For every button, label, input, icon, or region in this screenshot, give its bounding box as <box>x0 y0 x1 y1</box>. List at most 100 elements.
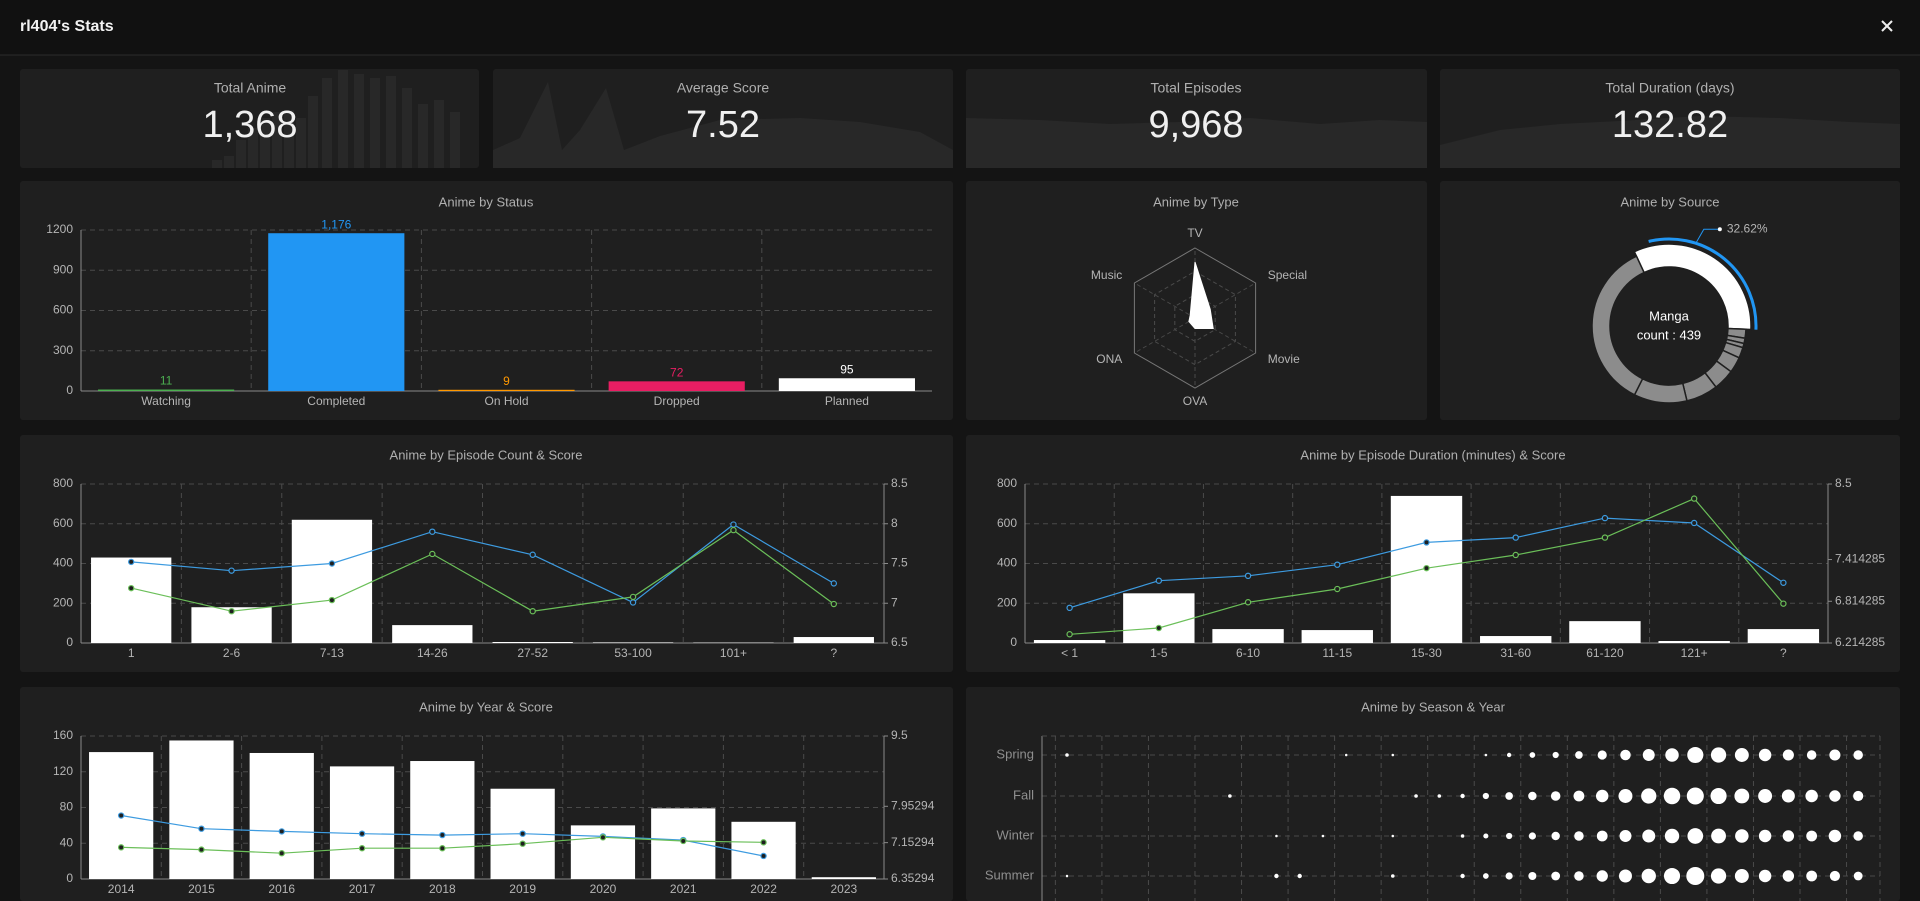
donut-segment <box>1591 255 1646 396</box>
y2-tick-label: 9.5 <box>891 728 908 742</box>
line-point <box>1780 600 1787 607</box>
bar <box>1301 630 1373 643</box>
bubble <box>1734 788 1750 804</box>
bubble <box>1806 870 1818 882</box>
line-point <box>599 834 607 841</box>
bubble <box>1484 753 1488 757</box>
line-point <box>760 852 767 860</box>
bubble <box>1642 749 1655 761</box>
bubble <box>1619 830 1632 842</box>
bubble <box>1344 753 1348 757</box>
line-point <box>830 600 838 608</box>
bubble <box>1782 830 1795 842</box>
close-button[interactable] <box>1876 16 1898 38</box>
x-tick-label: Planned <box>825 394 869 408</box>
bubble <box>1505 792 1513 800</box>
y2-tick-label: 6.5 <box>891 635 908 649</box>
y-tick-label: 0 <box>66 635 73 649</box>
radar-spoke <box>1134 317 1196 354</box>
line-point <box>198 825 205 832</box>
x-tick-label: 101+ <box>720 646 747 660</box>
line-point <box>680 837 687 845</box>
bar <box>291 519 373 643</box>
bubble <box>1758 748 1772 762</box>
bubble <box>1574 831 1584 841</box>
line-point <box>358 830 366 837</box>
bar <box>1747 629 1820 643</box>
line-point <box>1066 604 1073 612</box>
x-tick-label: 14-26 <box>417 646 448 660</box>
bar <box>392 625 473 643</box>
line-point <box>1601 514 1609 522</box>
bubble <box>1665 748 1679 762</box>
bubble <box>1710 747 1727 763</box>
x-tick-label: 7-13 <box>320 646 344 660</box>
close-icon[interactable] <box>1881 20 1893 32</box>
bubble <box>1505 872 1513 880</box>
x-tick-label: 2014 <box>108 882 135 896</box>
bubble <box>1551 831 1560 841</box>
bubble <box>1460 873 1465 879</box>
bar <box>592 642 674 643</box>
bar <box>438 389 575 391</box>
line-point <box>529 551 536 558</box>
line-point <box>228 608 235 615</box>
bubble <box>1391 834 1395 838</box>
x-tick-label: Watching <box>141 394 191 408</box>
leader-dot <box>1717 227 1722 232</box>
chart-title: Anime by Season & Year <box>1361 699 1505 714</box>
bubble <box>1782 749 1794 761</box>
x-tick-label: 1 <box>128 646 135 660</box>
y2-tick-label: 8.5 <box>891 476 908 490</box>
donut-center-label: Manga <box>1649 308 1690 323</box>
y-tick-label: 200 <box>997 595 1017 609</box>
y-tick-label: 600 <box>53 303 73 317</box>
bubble <box>1641 788 1657 804</box>
y-tick-label: 600 <box>53 516 73 530</box>
bubble <box>1853 790 1864 802</box>
bar <box>492 642 573 643</box>
bubble <box>1687 828 1704 844</box>
bubble <box>1618 869 1632 883</box>
y2-tick-label: 6.35294 <box>891 871 935 885</box>
line-point <box>429 528 436 535</box>
line-point <box>198 846 205 853</box>
bar <box>1658 641 1730 643</box>
stat-sparkline <box>493 82 953 168</box>
stat-value: 9,968 <box>1148 104 1243 146</box>
bubble <box>1829 870 1841 882</box>
x-tick-label: 27-52 <box>517 646 548 660</box>
bubble <box>1597 750 1607 760</box>
bubble <box>1506 832 1513 840</box>
bubble <box>1065 753 1069 757</box>
line-point <box>127 558 135 566</box>
y-tick-label: Spring <box>996 746 1034 761</box>
y-tick-label: 400 <box>997 556 1017 570</box>
bubble <box>1573 790 1585 802</box>
line-point <box>117 812 125 819</box>
y-tick-label: 0 <box>1010 635 1017 649</box>
bubble <box>1506 752 1512 758</box>
y2-tick-label: 7.414285 <box>1835 552 1885 566</box>
bar <box>793 637 874 643</box>
bar <box>608 381 745 391</box>
chart-title: Anime by Status <box>439 194 534 209</box>
bubble <box>1758 869 1772 883</box>
bubble <box>1460 793 1465 799</box>
bubble <box>1414 794 1418 798</box>
line-point <box>429 550 436 558</box>
chart-card <box>20 181 953 420</box>
line-point <box>519 830 526 837</box>
chart-title: Anime by Episode Count & Score <box>390 447 583 462</box>
line-point <box>1423 564 1430 572</box>
line-point <box>1155 624 1163 632</box>
stat-sparkline <box>966 118 1427 168</box>
donut-center-label: count : 439 <box>1637 327 1701 342</box>
bubble <box>1686 867 1705 885</box>
line-point <box>629 593 637 601</box>
x-tick-label: 61-120 <box>1586 646 1624 660</box>
stat-sparkline <box>212 70 460 168</box>
line-point <box>1155 577 1163 584</box>
